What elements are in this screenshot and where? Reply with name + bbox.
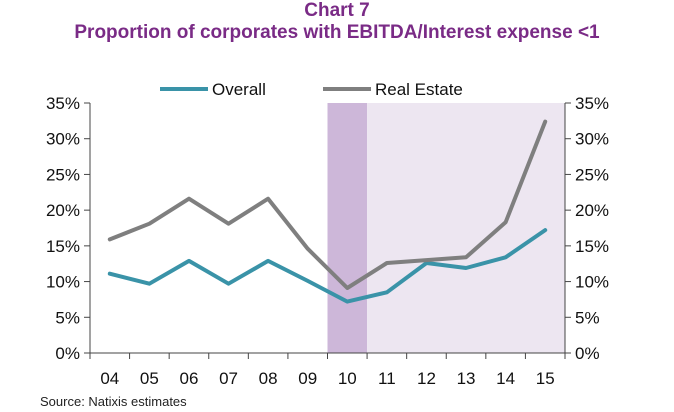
legend-label-overall: Overall xyxy=(212,80,266,99)
real-estate-line xyxy=(107,119,548,290)
x-tick-label: 12 xyxy=(417,369,436,388)
x-tick-label: 13 xyxy=(457,369,476,388)
overall-line-point xyxy=(543,228,547,232)
real-estate-line-point xyxy=(424,258,428,262)
real-estate-line-point xyxy=(187,197,191,201)
overall-line-point xyxy=(227,282,231,286)
y-tick-label-left: 20% xyxy=(46,201,80,220)
real-estate-line-point xyxy=(266,197,270,201)
source-note: Source: Natixis estimates xyxy=(40,394,187,409)
x-tick-label: 09 xyxy=(298,369,317,388)
y-tick-label-left: 10% xyxy=(46,273,80,292)
x-tick-label: 10 xyxy=(338,369,357,388)
real-estate-line-point xyxy=(147,222,151,226)
overall-line-point xyxy=(266,259,270,263)
shaded-region-light xyxy=(367,103,565,353)
overall-line-point xyxy=(108,272,112,276)
chart-title: Chart 7 xyxy=(304,0,370,21)
shaded-region-dark xyxy=(327,103,368,353)
y-tick-label-right: 30% xyxy=(575,130,609,149)
x-tick-label: 07 xyxy=(219,369,238,388)
overall-line-point xyxy=(187,259,191,263)
x-tick-label: 06 xyxy=(179,369,198,388)
chart-subtitle: Proportion of corporates with EBITDA/Int… xyxy=(74,22,600,43)
x-tick-label: 15 xyxy=(536,369,555,388)
y-tick-label-left: 5% xyxy=(55,308,80,327)
overall-line-point xyxy=(464,266,468,270)
y-tick-label-left: 25% xyxy=(46,165,80,184)
overall-line-point xyxy=(345,300,349,304)
real-estate-line-point xyxy=(464,255,468,259)
y-tick-label-left: 35% xyxy=(46,94,80,113)
real-estate-line-point xyxy=(227,222,231,226)
overall-line-point xyxy=(306,279,310,283)
real-estate-line-point xyxy=(504,220,508,224)
y-tick-label-left: 30% xyxy=(46,130,80,149)
x-tick-label: 08 xyxy=(259,369,278,388)
y-tick-label-right: 20% xyxy=(575,201,609,220)
real-estate-line-point xyxy=(108,237,112,241)
x-tick-label: 05 xyxy=(140,369,159,388)
legend-label-real-estate: Real Estate xyxy=(375,80,463,99)
y-tick-label-right: 15% xyxy=(575,237,609,256)
overall-line-point xyxy=(424,261,428,265)
overall-line-point xyxy=(385,290,389,294)
x-tick-label: 04 xyxy=(100,369,119,388)
y-tick-label-right: 0% xyxy=(575,344,600,363)
y-tick-label-right: 5% xyxy=(575,308,600,327)
x-tick-label: 14 xyxy=(496,369,515,388)
x-tick-label: 11 xyxy=(378,369,396,388)
overall-line xyxy=(107,228,548,304)
real-estate-line-point xyxy=(543,120,547,124)
y-tick-label-left: 15% xyxy=(46,237,80,256)
y-tick-label-right: 25% xyxy=(575,165,609,184)
real-estate-line-point xyxy=(345,286,349,290)
y-tick-label-left: 0% xyxy=(55,344,80,363)
overall-line-point xyxy=(504,255,508,259)
real-estate-line-point xyxy=(306,247,310,251)
real-estate-line-point xyxy=(385,261,389,265)
y-tick-label-right: 35% xyxy=(575,94,609,113)
overall-line-point xyxy=(147,282,151,286)
y-tick-label-right: 10% xyxy=(575,273,609,292)
